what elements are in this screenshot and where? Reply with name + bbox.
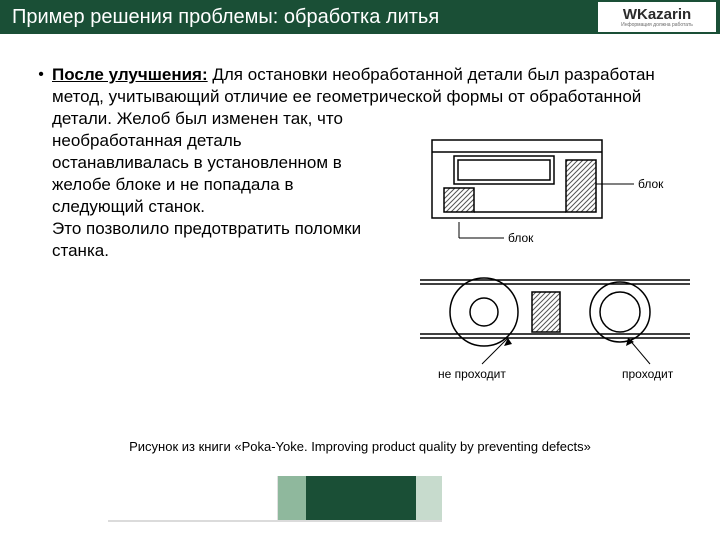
- para-narrow: необработанная деталь останавливалась в …: [52, 130, 382, 262]
- label-pass: проходит: [622, 367, 674, 381]
- technical-diagram: блок блок: [414, 134, 694, 394]
- footer-decoration: [108, 476, 442, 520]
- footer-block-2: [278, 476, 306, 520]
- label-no-pass: не проходит: [438, 367, 506, 381]
- logo-text: WKazarin: [623, 7, 691, 22]
- lead-phrase: После улучшения:: [52, 65, 208, 84]
- footer-block-3: [306, 476, 416, 520]
- logo-subtitle: Информация должна работать: [621, 23, 693, 28]
- slide-title: Пример решения проблемы: обработка литья: [12, 6, 439, 29]
- content-area: • После улучшения: Для остановки необраб…: [0, 34, 720, 262]
- figure-caption: Рисунок из книги «Poka-Yoke. Improving p…: [0, 439, 720, 454]
- logo: WKazarin Информация должна работать: [598, 2, 716, 32]
- footer-block-4: [416, 476, 442, 520]
- footer-block-1: [108, 476, 278, 520]
- label-block-bottom: блок: [508, 231, 534, 245]
- bullet-marker: •: [30, 64, 52, 86]
- label-block-right: блок: [638, 177, 664, 191]
- header-bar: Пример решения проблемы: обработка литья…: [0, 0, 720, 34]
